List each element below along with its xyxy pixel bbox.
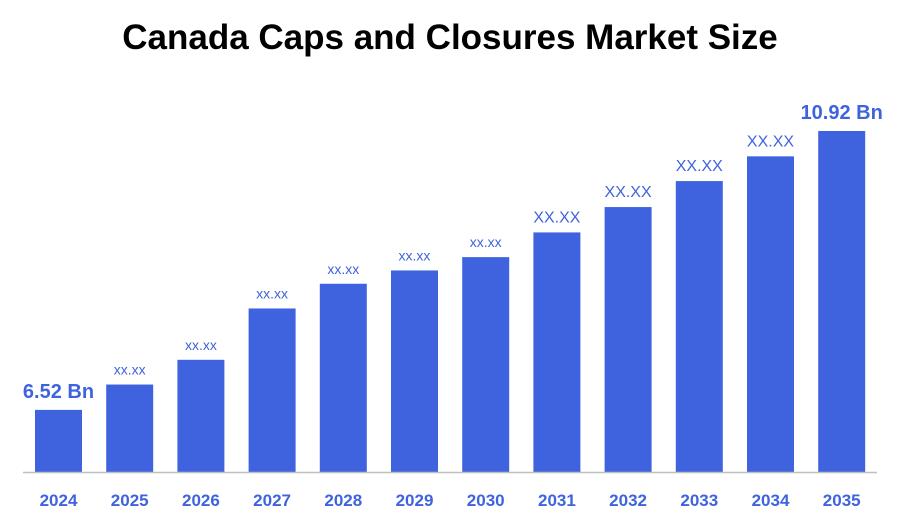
data-label-2030: xx.xx <box>470 234 502 250</box>
x-tick-label: 2026 <box>182 491 220 510</box>
bar-2035 <box>818 131 866 472</box>
bar-2029 <box>391 270 438 472</box>
data-label-2032: XX.XX <box>605 184 652 201</box>
x-tick-label: 2031 <box>538 491 576 510</box>
bar-2025 <box>106 384 154 472</box>
bar-2024 <box>35 409 82 472</box>
bar-2026 <box>177 359 225 472</box>
x-tick-label: 2030 <box>467 491 505 510</box>
bar-2030 <box>462 257 510 472</box>
bar-2034 <box>747 156 794 473</box>
x-tick-label: 2033 <box>680 491 718 510</box>
bar-2033 <box>675 181 723 472</box>
bar-2028 <box>319 283 367 472</box>
data-label-2034: XX.XX <box>747 133 794 150</box>
bar-2032 <box>604 207 652 472</box>
chart-title: Canada Caps and Closures Market Size <box>122 18 778 57</box>
data-label-2027: xx.xx <box>256 285 288 301</box>
data-label-2024: 6.52 Bn <box>23 381 94 403</box>
data-label-2033: XX.XX <box>676 158 723 175</box>
x-tick-label: 2032 <box>609 491 647 510</box>
data-label-2026: xx.xx <box>185 337 217 353</box>
x-tick-label: 2028 <box>324 491 362 510</box>
bar-2031 <box>533 232 581 472</box>
data-label-2025: xx.xx <box>114 362 146 378</box>
data-label-2028: xx.xx <box>327 261 359 277</box>
x-tick-label: 2035 <box>823 491 861 510</box>
x-tick-label: 2024 <box>40 491 78 510</box>
x-tick-label: 2034 <box>752 491 790 510</box>
x-tick-label: 2029 <box>396 491 434 510</box>
x-tick-label: 2025 <box>111 491 149 510</box>
data-label-2035: 10.92 Bn <box>801 102 883 124</box>
bar-2027 <box>248 308 296 472</box>
data-label-2029: xx.xx <box>399 247 431 263</box>
data-label-2031: XX.XX <box>533 209 580 226</box>
x-tick-label: 2027 <box>253 491 291 510</box>
